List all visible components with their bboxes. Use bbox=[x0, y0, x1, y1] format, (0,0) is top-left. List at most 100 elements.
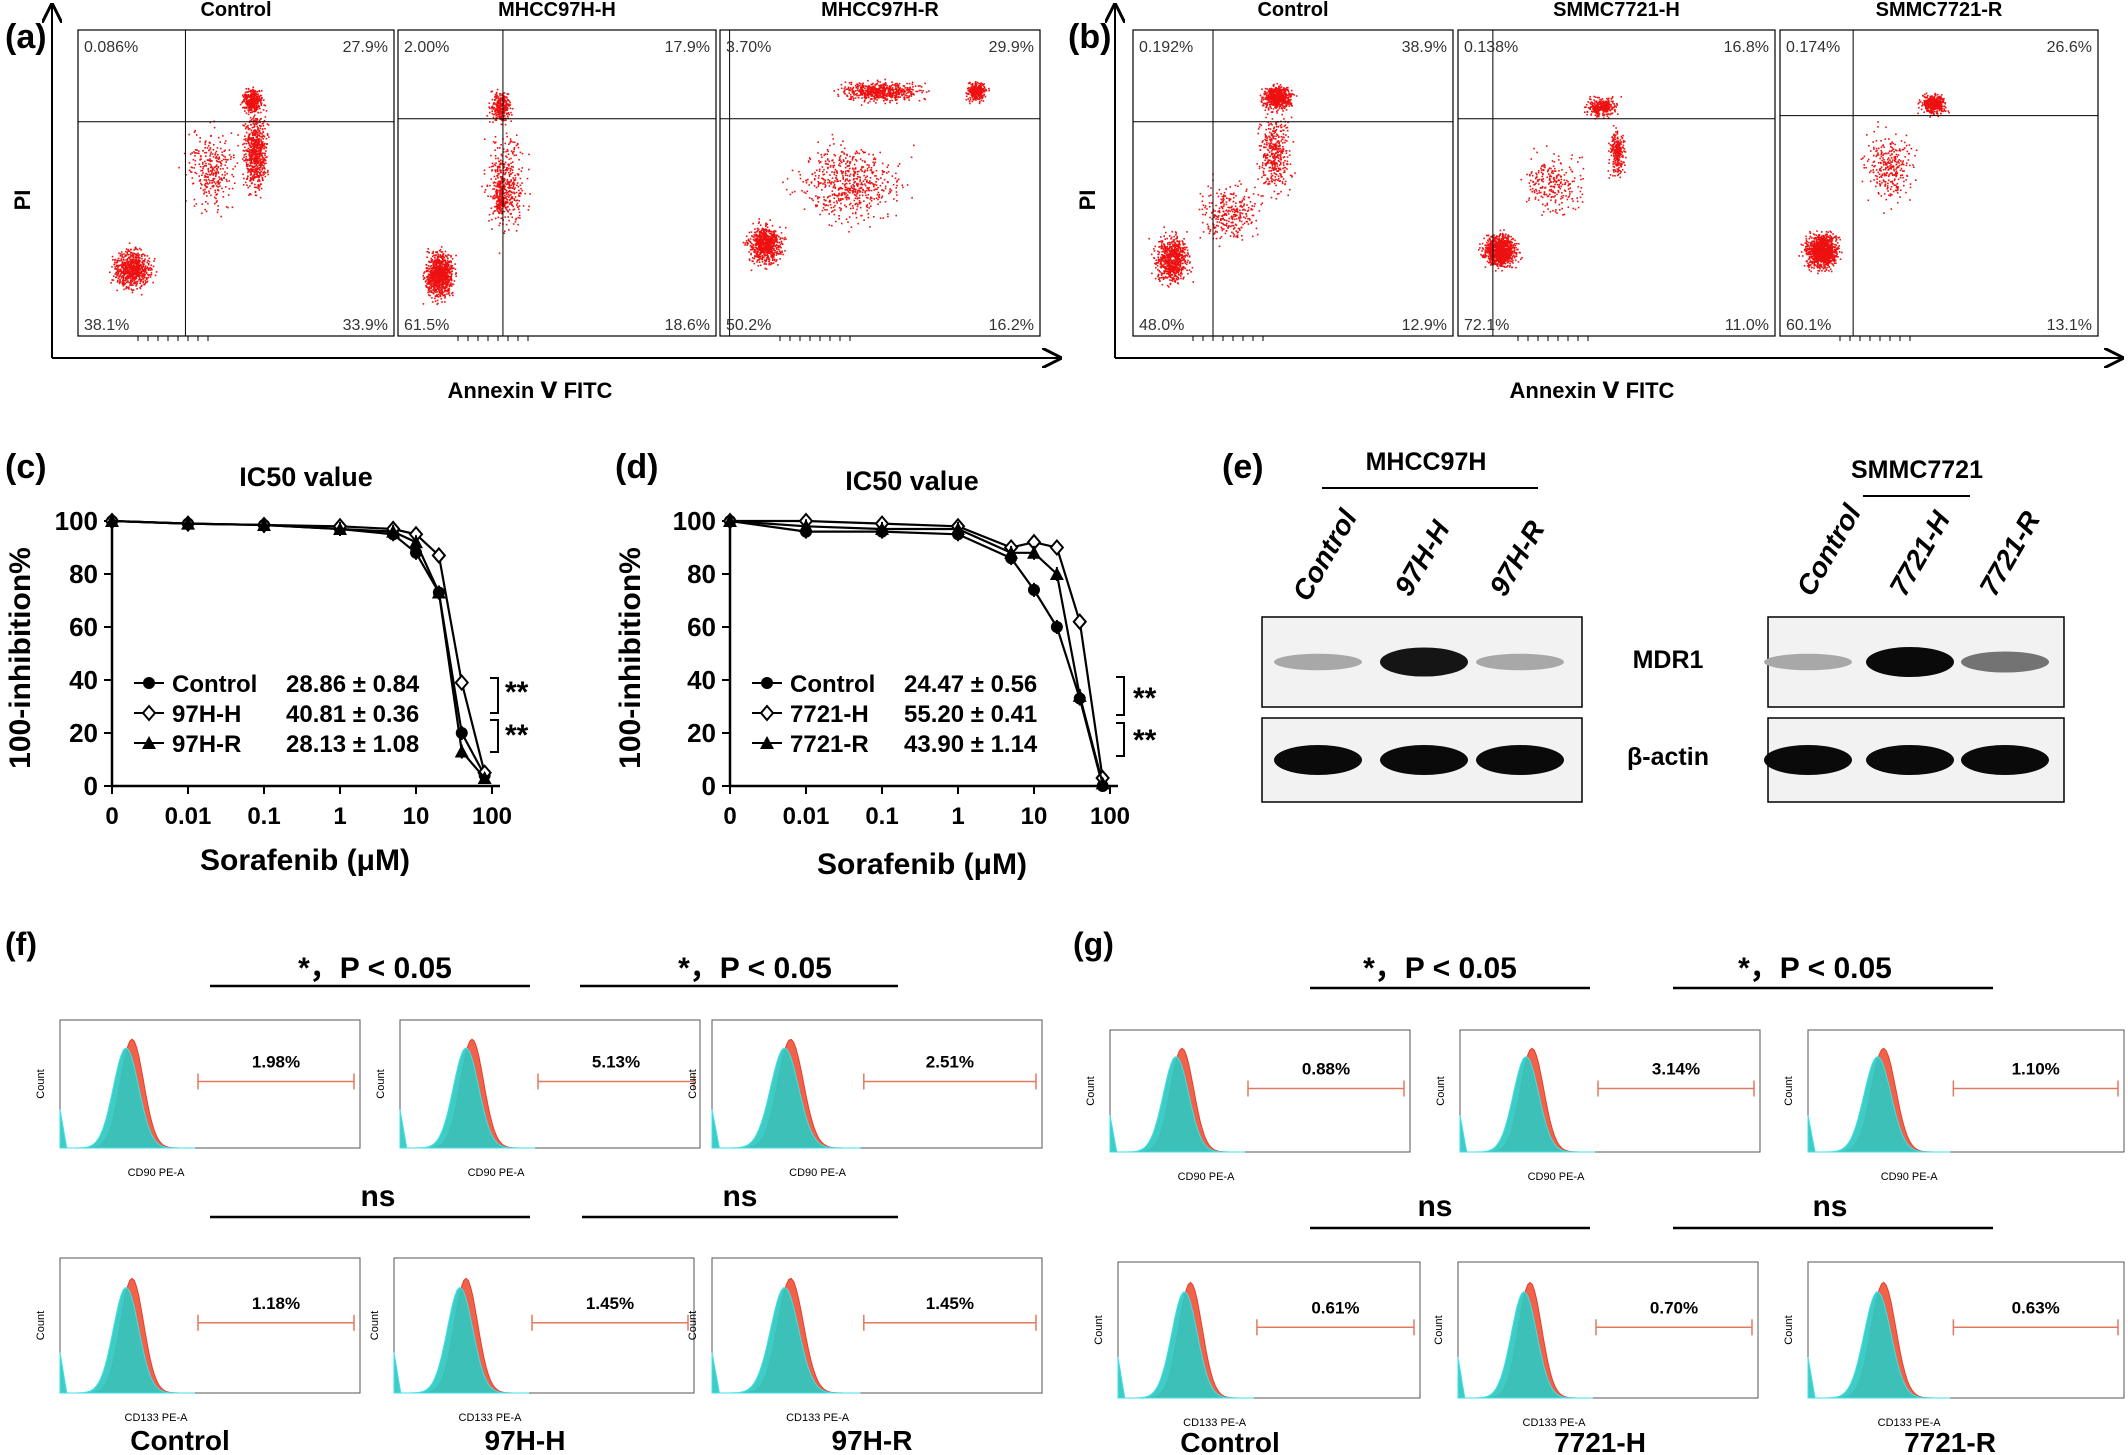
blot-actin-7721-band-1 bbox=[1764, 745, 1852, 775]
panel-g-hist-bot-1: 0.61% CD133 PE-A Count bbox=[1093, 1261, 1421, 1429]
panel-e-row-actin: β-actin bbox=[1627, 743, 1709, 771]
panel-f-hist-bot-1: 1.18% CD133 PE-A Count bbox=[35, 1257, 361, 1424]
panel-d-point-2-7 bbox=[1072, 688, 1087, 703]
panel-c-point-2-0 bbox=[105, 514, 119, 527]
panel-c-ytick-0: 0 bbox=[84, 771, 98, 801]
blot-mdr1-7721-band-2 bbox=[1866, 647, 1954, 677]
panel-f-col-2: 97H-H bbox=[485, 1425, 566, 1455]
panel-f-ylabel-bot-2: Count bbox=[369, 1311, 381, 1340]
panel-f-ylabel-bot-3: Count bbox=[687, 1311, 699, 1340]
panel-g: (g) *，P < 0.05 *，P < 0.05 ns ns Control … bbox=[1073, 926, 2125, 1455]
blot-actin-7721-band-3 bbox=[1961, 745, 2049, 775]
panel-d-legend-2: 7721-R 43.90 ± 1.14 bbox=[752, 731, 1038, 758]
panel-e-lane-1-2: 97H-H bbox=[1388, 515, 1456, 601]
panel-a-x-label: Annexin Ⅴ FITC bbox=[448, 378, 613, 403]
panel-d-point-2-0 bbox=[723, 514, 737, 527]
blot-mdr1-97h-band-2 bbox=[1380, 647, 1468, 677]
panel-a-y-label: PI bbox=[10, 190, 35, 211]
panel-f-xlabel-bot-3: CD133 PE-A bbox=[786, 1412, 850, 1424]
panel-c-ytick-4: 80 bbox=[69, 559, 98, 589]
blot-actin-97h-band-2 bbox=[1380, 745, 1468, 775]
panel-b-q-ul-1: 0.192% bbox=[1139, 39, 1193, 56]
panel-f-sig-bot-right: ns bbox=[722, 1180, 757, 1213]
panel-g-xlabel-bot-1: CD133 PE-A bbox=[1183, 1417, 1247, 1429]
panel-a-q-ur-2: 17.9% bbox=[665, 39, 710, 56]
panel-b-q-ll-3: 60.1% bbox=[1786, 317, 1831, 334]
panel-g-ylabel-top-1: Count bbox=[1085, 1076, 1097, 1105]
panel-g-hist-top-2: 3.14% CD90 PE-A Count bbox=[1435, 1029, 1761, 1183]
panel-a-label: (a) bbox=[5, 18, 47, 56]
blot-mdr1-97h bbox=[1261, 616, 1583, 708]
panel-g-xlabel-top-1: CD90 PE-A bbox=[1178, 1171, 1236, 1183]
panel-g-sig-bot-right: ns bbox=[1812, 1190, 1847, 1223]
panel-g-sig-top-left: *，P < 0.05 bbox=[1363, 952, 1517, 985]
panel-f-pct-top-1: 1.98% bbox=[252, 1052, 300, 1071]
panel-g-ylabel-top-2: Count bbox=[1435, 1076, 1447, 1105]
panel-c-ytick-1: 20 bbox=[69, 718, 98, 748]
panel-c-label: (c) bbox=[5, 448, 47, 486]
panel-f-pct-bot-3: 1.45% bbox=[926, 1294, 974, 1313]
panel-d-xtick-0: 0 bbox=[723, 803, 736, 830]
panel-d-ytick-3: 60 bbox=[687, 612, 716, 642]
panel-a-q-lr-1: 33.9% bbox=[343, 317, 388, 334]
panel-g-col-2: 7721-H bbox=[1554, 1427, 1646, 1455]
panel-b-q-ur-2: 16.8% bbox=[1724, 39, 1769, 56]
panel-c-sig-1: ** bbox=[505, 676, 529, 709]
panel-g-ylabel-bot-2: Count bbox=[1433, 1315, 1445, 1344]
panel-c-point-2-5 bbox=[409, 535, 423, 550]
panel-c-legend-1: 97H-H 40.81 ± 0.36 bbox=[134, 701, 419, 728]
panel-d-point-0-5 bbox=[1028, 582, 1040, 597]
panel-d-title: IC50 value bbox=[845, 466, 979, 496]
panel-d-legend-1: 7721-H 55.20 ± 0.41 bbox=[752, 701, 1037, 728]
panel-g-col-1: Control bbox=[1180, 1427, 1280, 1455]
panel-g-hist-top-1: 0.88% CD90 PE-A Count bbox=[1085, 1029, 1411, 1183]
panel-c-legend-2: 97H-R 28.13 ± 1.08 bbox=[134, 731, 419, 758]
panel-f-label: (f) bbox=[5, 926, 37, 962]
panel-d-ytick-5: 100 bbox=[673, 506, 716, 536]
panel-c-xtick-1: 0.01 bbox=[165, 803, 212, 830]
panel-b-title-2: SMMC7721-H bbox=[1553, 0, 1680, 21]
panel-f-hist-top-2: 5.13% CD90 PE-A Count bbox=[375, 1019, 701, 1179]
panel-g-ylabel-top-3: Count bbox=[1783, 1076, 1795, 1105]
panel-f-ylabel-top-3: Count bbox=[687, 1069, 699, 1098]
panel-e-group-2: SMMC7721 bbox=[1851, 456, 1983, 484]
blot-mdr1-7721 bbox=[1764, 616, 2065, 708]
panel-a-title-2: MHCC97H-H bbox=[498, 0, 616, 21]
panel-b-q-lr-2: 11.0% bbox=[1725, 317, 1769, 334]
blot-mdr1-7721-band-3 bbox=[1961, 651, 2049, 673]
panel-d: (d) IC50 value 100-inhibition% Sorafenib… bbox=[614, 448, 1157, 881]
panel-d-point-2-1 bbox=[799, 519, 813, 534]
panel-g-xlabel-top-3: CD90 PE-A bbox=[1881, 1171, 1939, 1183]
panel-g-pct-bot-1: 0.61% bbox=[1311, 1298, 1359, 1317]
panel-c-point-2-4 bbox=[386, 524, 401, 539]
panel-d-point-2-8 bbox=[1095, 776, 1110, 790]
panel-a-plot-2: MHCC97H-H 2.00% 17.9% 61.5% 18.6% bbox=[397, 0, 717, 341]
panel-c-xtick-5: 100 bbox=[472, 803, 512, 830]
panel-c-xtick-2: 0.1 bbox=[247, 803, 280, 830]
panel-e-label: (e) bbox=[1222, 448, 1264, 486]
panel-a-q-ur-3: 29.9% bbox=[989, 39, 1034, 56]
panel-g-pct-bot-3: 0.63% bbox=[2012, 1298, 2060, 1317]
panel-d-ytick-4: 80 bbox=[687, 559, 716, 589]
panel-a-dots-3 bbox=[742, 78, 990, 272]
panel-f-xlabel-top-1: CD90 PE-A bbox=[128, 1167, 186, 1179]
panel-g-pct-bot-2: 0.70% bbox=[1650, 1298, 1698, 1317]
panel-g-hist-top-3: 1.10% CD90 PE-A Count bbox=[1783, 1029, 2125, 1183]
panel-b-plot-1: Control 0.192% 38.9% 48.0% 12.9% bbox=[1132, 0, 1454, 341]
panel-d-ytick-1: 20 bbox=[687, 718, 716, 748]
panel-a-q-ul-2: 2.00% bbox=[404, 39, 449, 56]
panel-a-q-ul-1: 0.086% bbox=[84, 39, 138, 56]
panel-a-title-3: MHCC97H-R bbox=[821, 0, 939, 21]
panel-b-plot-3: SMMC7721-R 0.174% 26.6% 60.1% 13.1% bbox=[1779, 0, 2099, 341]
panel-c-legend-0: Control 28.86 ± 0.84 bbox=[134, 671, 420, 698]
panel-d-point-2-6 bbox=[1049, 567, 1064, 581]
panel-c-sig-2: ** bbox=[505, 719, 529, 752]
panel-c-point-2-6 bbox=[431, 585, 446, 600]
panel-b-q-ur-3: 26.6% bbox=[2047, 39, 2092, 56]
blot-actin-97h-band-1 bbox=[1274, 745, 1362, 775]
panel-b-y-label: PI bbox=[1075, 190, 1100, 211]
blot-actin-97h bbox=[1261, 717, 1583, 803]
panel-c-x-label: Sorafenib (μM) bbox=[200, 844, 410, 877]
panel-f-col-1: Control bbox=[130, 1425, 230, 1455]
